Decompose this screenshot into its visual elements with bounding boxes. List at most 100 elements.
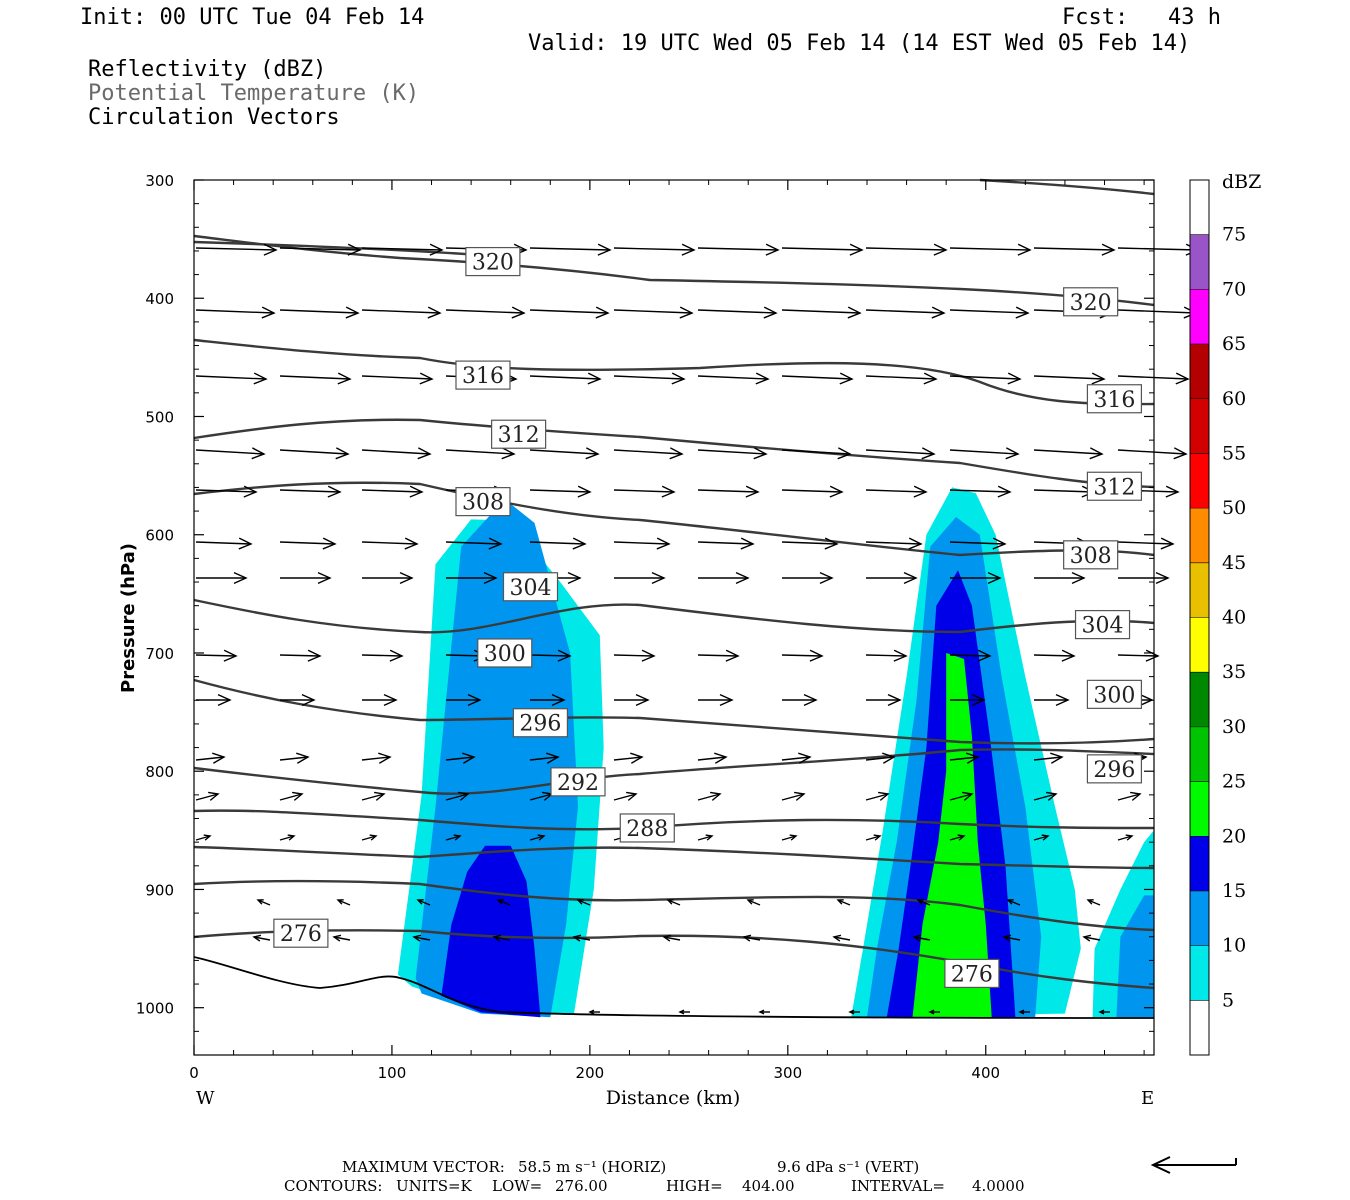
circulation-vector <box>195 243 278 256</box>
circulation-vector <box>279 752 310 764</box>
colorbar-label: 45 <box>1222 552 1246 574</box>
circulation-vector <box>949 447 1020 460</box>
forecast-hour: Fcst: 43 h <box>1062 5 1221 30</box>
circulation-vector <box>529 243 612 256</box>
contour-label: 296 <box>512 708 568 738</box>
circulation-vector <box>196 693 232 707</box>
theta-contour <box>193 845 1155 870</box>
contour-label: 320 <box>1063 287 1119 317</box>
colorbar-label: 60 <box>1222 388 1246 410</box>
contour-low: 276.00 <box>555 1177 608 1195</box>
circulation-vector <box>279 243 362 256</box>
contour-label: 320 <box>465 246 521 277</box>
circulation-vector <box>742 934 761 942</box>
theta-contour <box>193 240 481 257</box>
circulation-vector <box>613 306 694 319</box>
contour-label-text: 296 <box>1093 758 1135 783</box>
circulation-vector <box>336 899 351 906</box>
circulation-vector <box>1033 752 1064 764</box>
circulation-vector <box>928 1009 940 1015</box>
circulation-vector <box>697 752 728 764</box>
circulation-vector <box>362 693 398 707</box>
axes-layer: 0 100 200 300 400 300 400 500 600 700 800 900 1000 <box>136 172 1155 1082</box>
colorbar-swatch <box>1190 398 1209 454</box>
circulation-vector <box>697 243 780 256</box>
circulation-vector <box>697 372 770 385</box>
contour-label-text: 308 <box>1070 544 1112 569</box>
circulation-vector <box>1033 372 1106 385</box>
contour-label-text: 276 <box>951 962 993 987</box>
contour-label-text: 320 <box>1070 291 1112 316</box>
circulation-vector <box>1033 485 1096 498</box>
contour-label-text: 288 <box>626 817 668 842</box>
circulation-vector <box>256 899 271 906</box>
max-vector-vert: 9.6 dPa s⁻¹ (VERT) <box>777 1158 920 1176</box>
circulation-vector <box>588 1009 600 1015</box>
circulation-vector <box>445 447 516 460</box>
circulation-vector <box>697 791 722 801</box>
circulation-vector <box>865 306 946 319</box>
circulation-vector <box>781 372 854 385</box>
contour-label-text: 316 <box>1093 388 1135 413</box>
colorbar-label: 20 <box>1222 825 1246 847</box>
circulation-vector <box>865 243 948 256</box>
colorbar-label: 70 <box>1222 278 1246 300</box>
circulation-vector <box>678 1009 690 1015</box>
contour-label: 316 <box>455 360 511 390</box>
circulation-vector <box>530 693 566 707</box>
max-vector-label: MAXIMUM VECTOR: <box>342 1158 505 1176</box>
theta-contour <box>193 481 1155 557</box>
circulation-vector <box>848 1009 860 1015</box>
colorbar-swatch <box>1190 672 1209 727</box>
contour-label-text: 312 <box>1093 475 1135 500</box>
circulation-vector <box>613 243 696 256</box>
circulation-vector <box>195 447 266 460</box>
circulation-vector <box>332 934 351 942</box>
circulation-vector <box>279 306 360 319</box>
colorbar-label: 35 <box>1222 661 1246 683</box>
circulation-vector <box>1033 447 1104 460</box>
colorbar-label: 10 <box>1222 935 1246 957</box>
contour-label-text: 304 <box>1082 614 1124 639</box>
circulation-vector <box>836 899 851 906</box>
circulation-vector <box>781 447 852 460</box>
x-tick-label: 300 <box>773 1064 802 1082</box>
contour-label: 308 <box>1063 540 1119 570</box>
contour-label: 292 <box>550 767 606 797</box>
circulation-vector <box>195 752 226 764</box>
contour-label-text: 312 <box>498 423 540 448</box>
circulation-vector <box>614 571 666 585</box>
circulation-vector <box>361 791 386 801</box>
circulation-vector <box>576 899 591 906</box>
colorbar-swatch <box>1190 617 1209 673</box>
reference-vector-icon <box>1150 1156 1237 1174</box>
y-tick-label: 800 <box>145 763 174 781</box>
circulation-vector <box>865 537 923 550</box>
reflectivity-area <box>912 653 992 1018</box>
contour-label-text: 300 <box>1093 683 1135 708</box>
colorbar-swatch <box>1190 453 1209 509</box>
contour-label: 312 <box>1086 471 1143 501</box>
contour-label-text: 292 <box>557 771 599 796</box>
circulation-vector <box>1082 934 1101 942</box>
contour-label: 300 <box>477 638 533 668</box>
y-tick-label: 1000 <box>136 1000 174 1018</box>
contour-label: 296 <box>1086 754 1143 784</box>
colorbar-label: 15 <box>1222 880 1246 902</box>
circulation-vector <box>252 934 271 942</box>
valid-time: Valid: 19 UTC Wed 05 Feb 14 (14 EST Wed … <box>528 31 1191 56</box>
circulation-vector <box>949 752 980 764</box>
circulation-vector <box>412 934 431 942</box>
circulation-vector <box>529 752 560 764</box>
circulation-vector <box>698 693 734 707</box>
circulation-vector <box>666 899 681 906</box>
circulation-vector <box>949 537 1007 550</box>
circulation-vector <box>279 649 322 662</box>
circulation-vector <box>445 791 470 801</box>
circulation-vector <box>950 571 1002 585</box>
y-tick-label: 700 <box>145 645 174 663</box>
colorbar-label: 30 <box>1222 716 1246 738</box>
circulation-vector <box>698 571 750 585</box>
circulation-vector <box>949 834 966 841</box>
